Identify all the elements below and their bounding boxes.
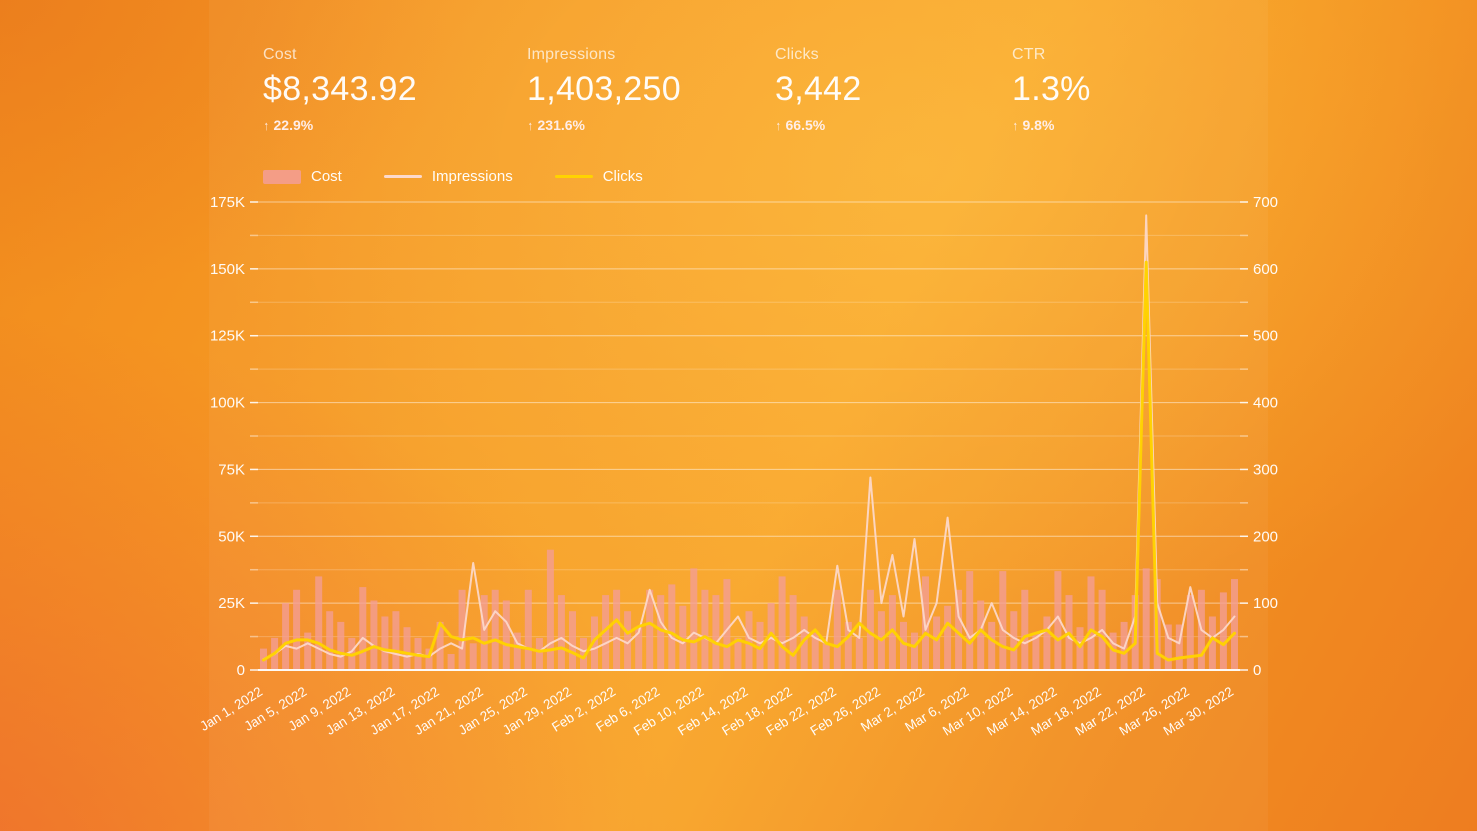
up-arrow-icon: ↑ xyxy=(527,117,533,133)
legend-clicks-label: Clicks xyxy=(602,168,643,185)
svg-text:75K: 75K xyxy=(218,461,245,478)
legend-item-impressions[interactable]: Impressions xyxy=(383,168,513,185)
legend-impressions-label: Impressions xyxy=(431,168,513,185)
chart-legend: Cost Impressions Clicks xyxy=(263,168,643,185)
up-arrow-icon: ↑ xyxy=(263,117,269,133)
kpi-cost: Cost $8,343.92 ↑ 22.9% xyxy=(263,46,417,133)
impressions-line-swatch-icon xyxy=(383,175,422,178)
kpi-ctr-delta-value: 9.8% xyxy=(1022,117,1055,133)
kpi-cost-value: $8,343.92 xyxy=(263,70,417,108)
clicks-line-series[interactable] xyxy=(262,260,1236,662)
up-arrow-icon: ↑ xyxy=(1012,117,1018,133)
legend-item-cost[interactable]: Cost xyxy=(263,168,342,185)
kpi-clicks-label: Clicks xyxy=(775,46,819,63)
kpi-impressions-value: 1,403,250 xyxy=(527,70,681,108)
kpi-clicks-value: 3,442 xyxy=(775,70,862,108)
kpi-ctr: CTR 1.3% ↑ 9.8% xyxy=(1012,46,1091,133)
svg-text:0: 0 xyxy=(237,662,245,679)
combo-chart[interactable]: 0 25K 50K 75K 100K 125K 150K 175K 0 100 200 300 400 5… xyxy=(185,190,1290,755)
kpi-ctr-value: 1.3% xyxy=(1012,70,1091,108)
kpi-impressions-label: Impressions xyxy=(527,46,616,63)
kpi-impressions-delta-value: 231.6% xyxy=(537,117,585,133)
gridlines xyxy=(250,201,1248,671)
kpi-cost-label: Cost xyxy=(263,46,297,63)
clicks-line-swatch-icon xyxy=(554,175,593,178)
kpi-cost-delta-value: 22.9% xyxy=(273,117,314,133)
y-axis-left: 0 25K 50K 75K 100K 125K 150K 175K xyxy=(210,194,245,679)
kpi-ctr-label: CTR xyxy=(1012,46,1046,63)
svg-text:175K: 175K xyxy=(210,194,245,211)
cost-bar-swatch-icon xyxy=(263,169,301,184)
dashboard-card-panel xyxy=(209,0,1268,831)
svg-text:300: 300 xyxy=(1253,461,1278,478)
y-axis-right: 0 100 200 300 400 500 600 700 xyxy=(1253,194,1278,679)
svg-text:400: 400 xyxy=(1253,395,1278,412)
svg-text:500: 500 xyxy=(1253,328,1278,345)
svg-text:700: 700 xyxy=(1253,194,1278,211)
svg-text:0: 0 xyxy=(1253,662,1261,679)
svg-text:600: 600 xyxy=(1253,261,1278,278)
legend-cost-label: Cost xyxy=(311,168,342,185)
kpi-clicks-delta: ↑ 66.5% xyxy=(775,117,862,133)
legend-item-clicks[interactable]: Clicks xyxy=(554,168,643,185)
svg-text:100K: 100K xyxy=(210,395,245,412)
kpi-clicks-delta-value: 66.5% xyxy=(785,117,826,133)
kpi-cost-delta: ↑ 22.9% xyxy=(263,117,417,133)
kpi-impressions: Impressions 1,403,250 ↑ 231.6% xyxy=(527,46,681,133)
kpi-clicks: Clicks 3,442 ↑ 66.5% xyxy=(775,46,862,133)
svg-text:125K: 125K xyxy=(210,328,245,345)
kpi-impressions-delta: ↑ 231.6% xyxy=(527,117,681,133)
svg-text:50K: 50K xyxy=(218,528,245,545)
time-series-chart[interactable]: 0 25K 50K 75K 100K 125K 150K 175K 0 100 200 300 400 5… xyxy=(185,190,1290,755)
svg-text:25K: 25K xyxy=(218,595,245,612)
up-arrow-icon: ↑ xyxy=(775,117,781,133)
svg-text:100: 100 xyxy=(1253,595,1278,612)
kpi-ctr-delta: ↑ 9.8% xyxy=(1012,117,1091,133)
svg-text:200: 200 xyxy=(1253,528,1278,545)
svg-text:150K: 150K xyxy=(210,261,245,278)
